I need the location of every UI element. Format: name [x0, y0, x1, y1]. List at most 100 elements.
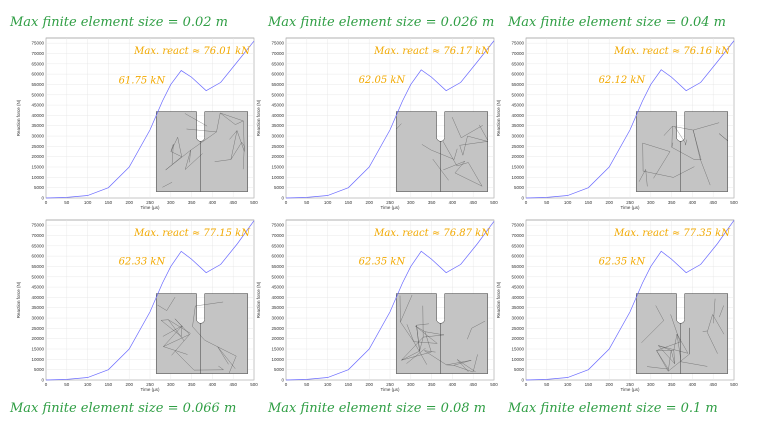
y-tick-label: 25000	[31, 144, 44, 149]
y-tick-label: 50000	[271, 92, 284, 97]
y-tick-label: 75000	[511, 41, 524, 46]
x-tick-label: 50	[544, 200, 550, 205]
y-tick-label: 10000	[511, 175, 524, 180]
x-tick-label: 150	[585, 382, 593, 387]
y-tick-label: 50000	[511, 92, 524, 97]
x-tick-label: 450	[709, 382, 717, 387]
y-tick-label: 15000	[271, 347, 284, 352]
y-tick-label: 20000	[271, 154, 284, 159]
y-tick-label: 10000	[271, 357, 284, 362]
x-tick-label: 0	[285, 382, 288, 387]
x-tick-label: 400	[209, 382, 217, 387]
y-tick-label: 30000	[271, 316, 284, 321]
reaction-curve	[525, 40, 735, 199]
x-tick-label: 250	[146, 200, 154, 205]
y-tick-label: 0	[41, 196, 44, 201]
y-tick-label: 55000	[511, 264, 524, 269]
y-tick-label: 75000	[271, 41, 284, 46]
x-tick-label: 500	[490, 200, 498, 205]
y-tick-label: 75000	[31, 41, 44, 46]
x-tick-label: 0	[285, 200, 288, 205]
y-tick-label: 35000	[31, 123, 44, 128]
y-tick-label: 45000	[31, 285, 44, 290]
y-tick-label: 15000	[31, 347, 44, 352]
y-tick-label: 0	[41, 378, 44, 383]
x-tick-label: 100	[564, 382, 572, 387]
x-tick-label: 500	[250, 382, 258, 387]
y-tick-label: 20000	[271, 336, 284, 341]
x-tick-label: 0	[525, 200, 528, 205]
y-tick-label: 75000	[511, 223, 524, 228]
x-tick-label: 200	[125, 200, 133, 205]
x-tick-label: 150	[105, 200, 113, 205]
x-axis-label: Time (µs)	[621, 205, 640, 210]
mesh-lines	[162, 112, 245, 188]
y-tick-label: 60000	[511, 254, 524, 259]
x-tick-label: 250	[386, 200, 394, 205]
y-tick-label: 65000	[511, 61, 524, 66]
y-axis-label: Reaction force (N)	[256, 281, 261, 318]
x-tick-label: 200	[125, 382, 133, 387]
x-tick-label: 300	[167, 200, 175, 205]
y-tick-label: 50000	[511, 274, 524, 279]
y-tick-label: 35000	[511, 123, 524, 128]
y-tick-label: 0	[521, 196, 524, 201]
y-tick-label: 20000	[31, 336, 44, 341]
y-tick-label: 50000	[271, 274, 284, 279]
x-axis-label: Time (µs)	[381, 205, 400, 210]
y-tick-label: 55000	[271, 82, 284, 87]
x-tick-label: 400	[449, 382, 457, 387]
reaction-curve	[45, 40, 255, 199]
y-tick-label: 25000	[511, 326, 524, 331]
x-axis-label: Time (µs)	[141, 205, 160, 210]
x-tick-label: 350	[188, 382, 196, 387]
x-tick-label: 0	[45, 200, 48, 205]
peak-annotation: 62.35 kN	[359, 256, 407, 267]
y-tick-label: 15000	[31, 165, 44, 170]
y-tick-label: 40000	[271, 113, 284, 118]
x-tick-label: 250	[626, 382, 634, 387]
x-axis-label: Time (µs)	[381, 387, 400, 392]
peak-annotation: 62.35 kN	[599, 256, 647, 267]
y-tick-label: 30000	[31, 316, 44, 321]
x-tick-label: 150	[345, 200, 353, 205]
y-tick-label: 45000	[271, 103, 284, 108]
peak-annotation: 62.12 kN	[599, 75, 647, 86]
y-tick-label: 45000	[31, 103, 44, 108]
y-tick-label: 65000	[31, 243, 44, 248]
y-axis-label: Reaction force (N)	[16, 99, 21, 136]
x-tick-label: 100	[84, 200, 92, 205]
x-tick-label: 300	[167, 382, 175, 387]
y-tick-label: 55000	[31, 82, 44, 87]
x-tick-label: 250	[386, 382, 394, 387]
x-tick-label: 150	[345, 382, 353, 387]
x-tick-label: 300	[407, 200, 415, 205]
x-tick-label: 300	[647, 382, 655, 387]
y-tick-label: 60000	[271, 72, 284, 77]
y-axis-label: Reaction force (N)	[256, 99, 261, 136]
mesh-lines	[157, 297, 237, 374]
y-tick-label: 60000	[31, 72, 44, 77]
x-tick-label: 200	[605, 382, 613, 387]
mesh-lines	[638, 122, 728, 187]
y-tick-label: 45000	[511, 285, 524, 290]
panel-caption: Max finite element size = 0.04 m	[507, 15, 726, 30]
x-tick-label: 300	[407, 382, 415, 387]
y-tick-label: 70000	[31, 51, 44, 56]
x-tick-label: 0	[525, 382, 528, 387]
y-axis-label: Reaction force (N)	[496, 281, 501, 318]
x-axis-label: Time (µs)	[621, 387, 640, 392]
reaction-curve	[285, 221, 495, 381]
y-tick-label: 20000	[511, 154, 524, 159]
y-tick-label: 35000	[271, 305, 284, 310]
x-tick-label: 150	[105, 382, 113, 387]
x-tick-label: 350	[188, 200, 196, 205]
x-tick-label: 100	[84, 382, 92, 387]
x-tick-label: 500	[730, 200, 738, 205]
panel-caption: Max finite element size = 0.02 m	[9, 15, 228, 30]
y-tick-label: 15000	[271, 165, 284, 170]
x-axis-label: Time (µs)	[141, 387, 160, 392]
y-tick-label: 10000	[271, 175, 284, 180]
y-tick-label: 10000	[31, 175, 44, 180]
